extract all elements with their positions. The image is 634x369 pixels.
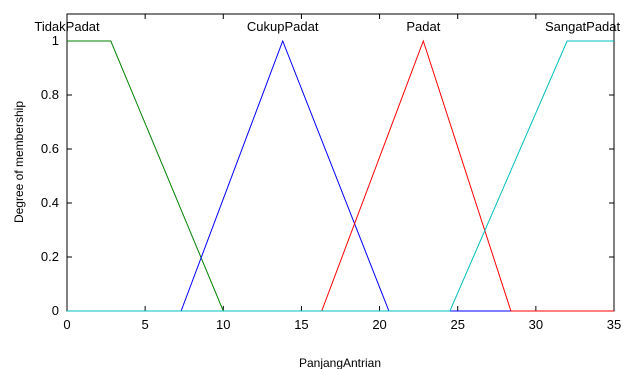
x-tick-label: 20 [372, 317, 386, 332]
x-tick-label: 5 [142, 317, 149, 332]
y-tick-label: 0.4 [41, 195, 59, 210]
x-tick-label: 15 [294, 317, 308, 332]
mf-label-tidakpadat: TidakPadat [34, 19, 100, 34]
x-tick-label: 30 [529, 317, 543, 332]
y-tick-label: 0.8 [41, 87, 59, 102]
y-axis: 0 0.2 0.4 0.6 0.8 1 [41, 33, 614, 318]
mf-label-padat: Padat [406, 19, 440, 34]
x-axis: 0 5 10 15 20 25 30 35 [63, 14, 621, 332]
series-group [67, 39, 614, 312]
series-line-sangatpadat [67, 40, 614, 312]
mf-label-sangatpadat: SangatPadat [545, 19, 621, 34]
y-tick-label: 0 [52, 303, 59, 318]
mf-label-cukuppadat: CukupPadat [247, 19, 319, 34]
x-tick-label: 10 [216, 317, 230, 332]
plot-area [66, 13, 615, 312]
x-axis-title: PanjangAntrian [299, 356, 381, 369]
x-tick-label: 25 [450, 317, 464, 332]
y-tick-label: 1 [52, 33, 59, 48]
x-tick-label: 0 [63, 317, 70, 332]
x-tick-label: 35 [607, 317, 621, 332]
y-axis-title: Degree of membership [12, 101, 26, 223]
mf-labels: TidakPadat CukupPadat Padat SangatPadat [34, 19, 620, 34]
y-tick-label: 0.2 [41, 249, 59, 264]
y-tick-label: 0.6 [41, 141, 59, 156]
